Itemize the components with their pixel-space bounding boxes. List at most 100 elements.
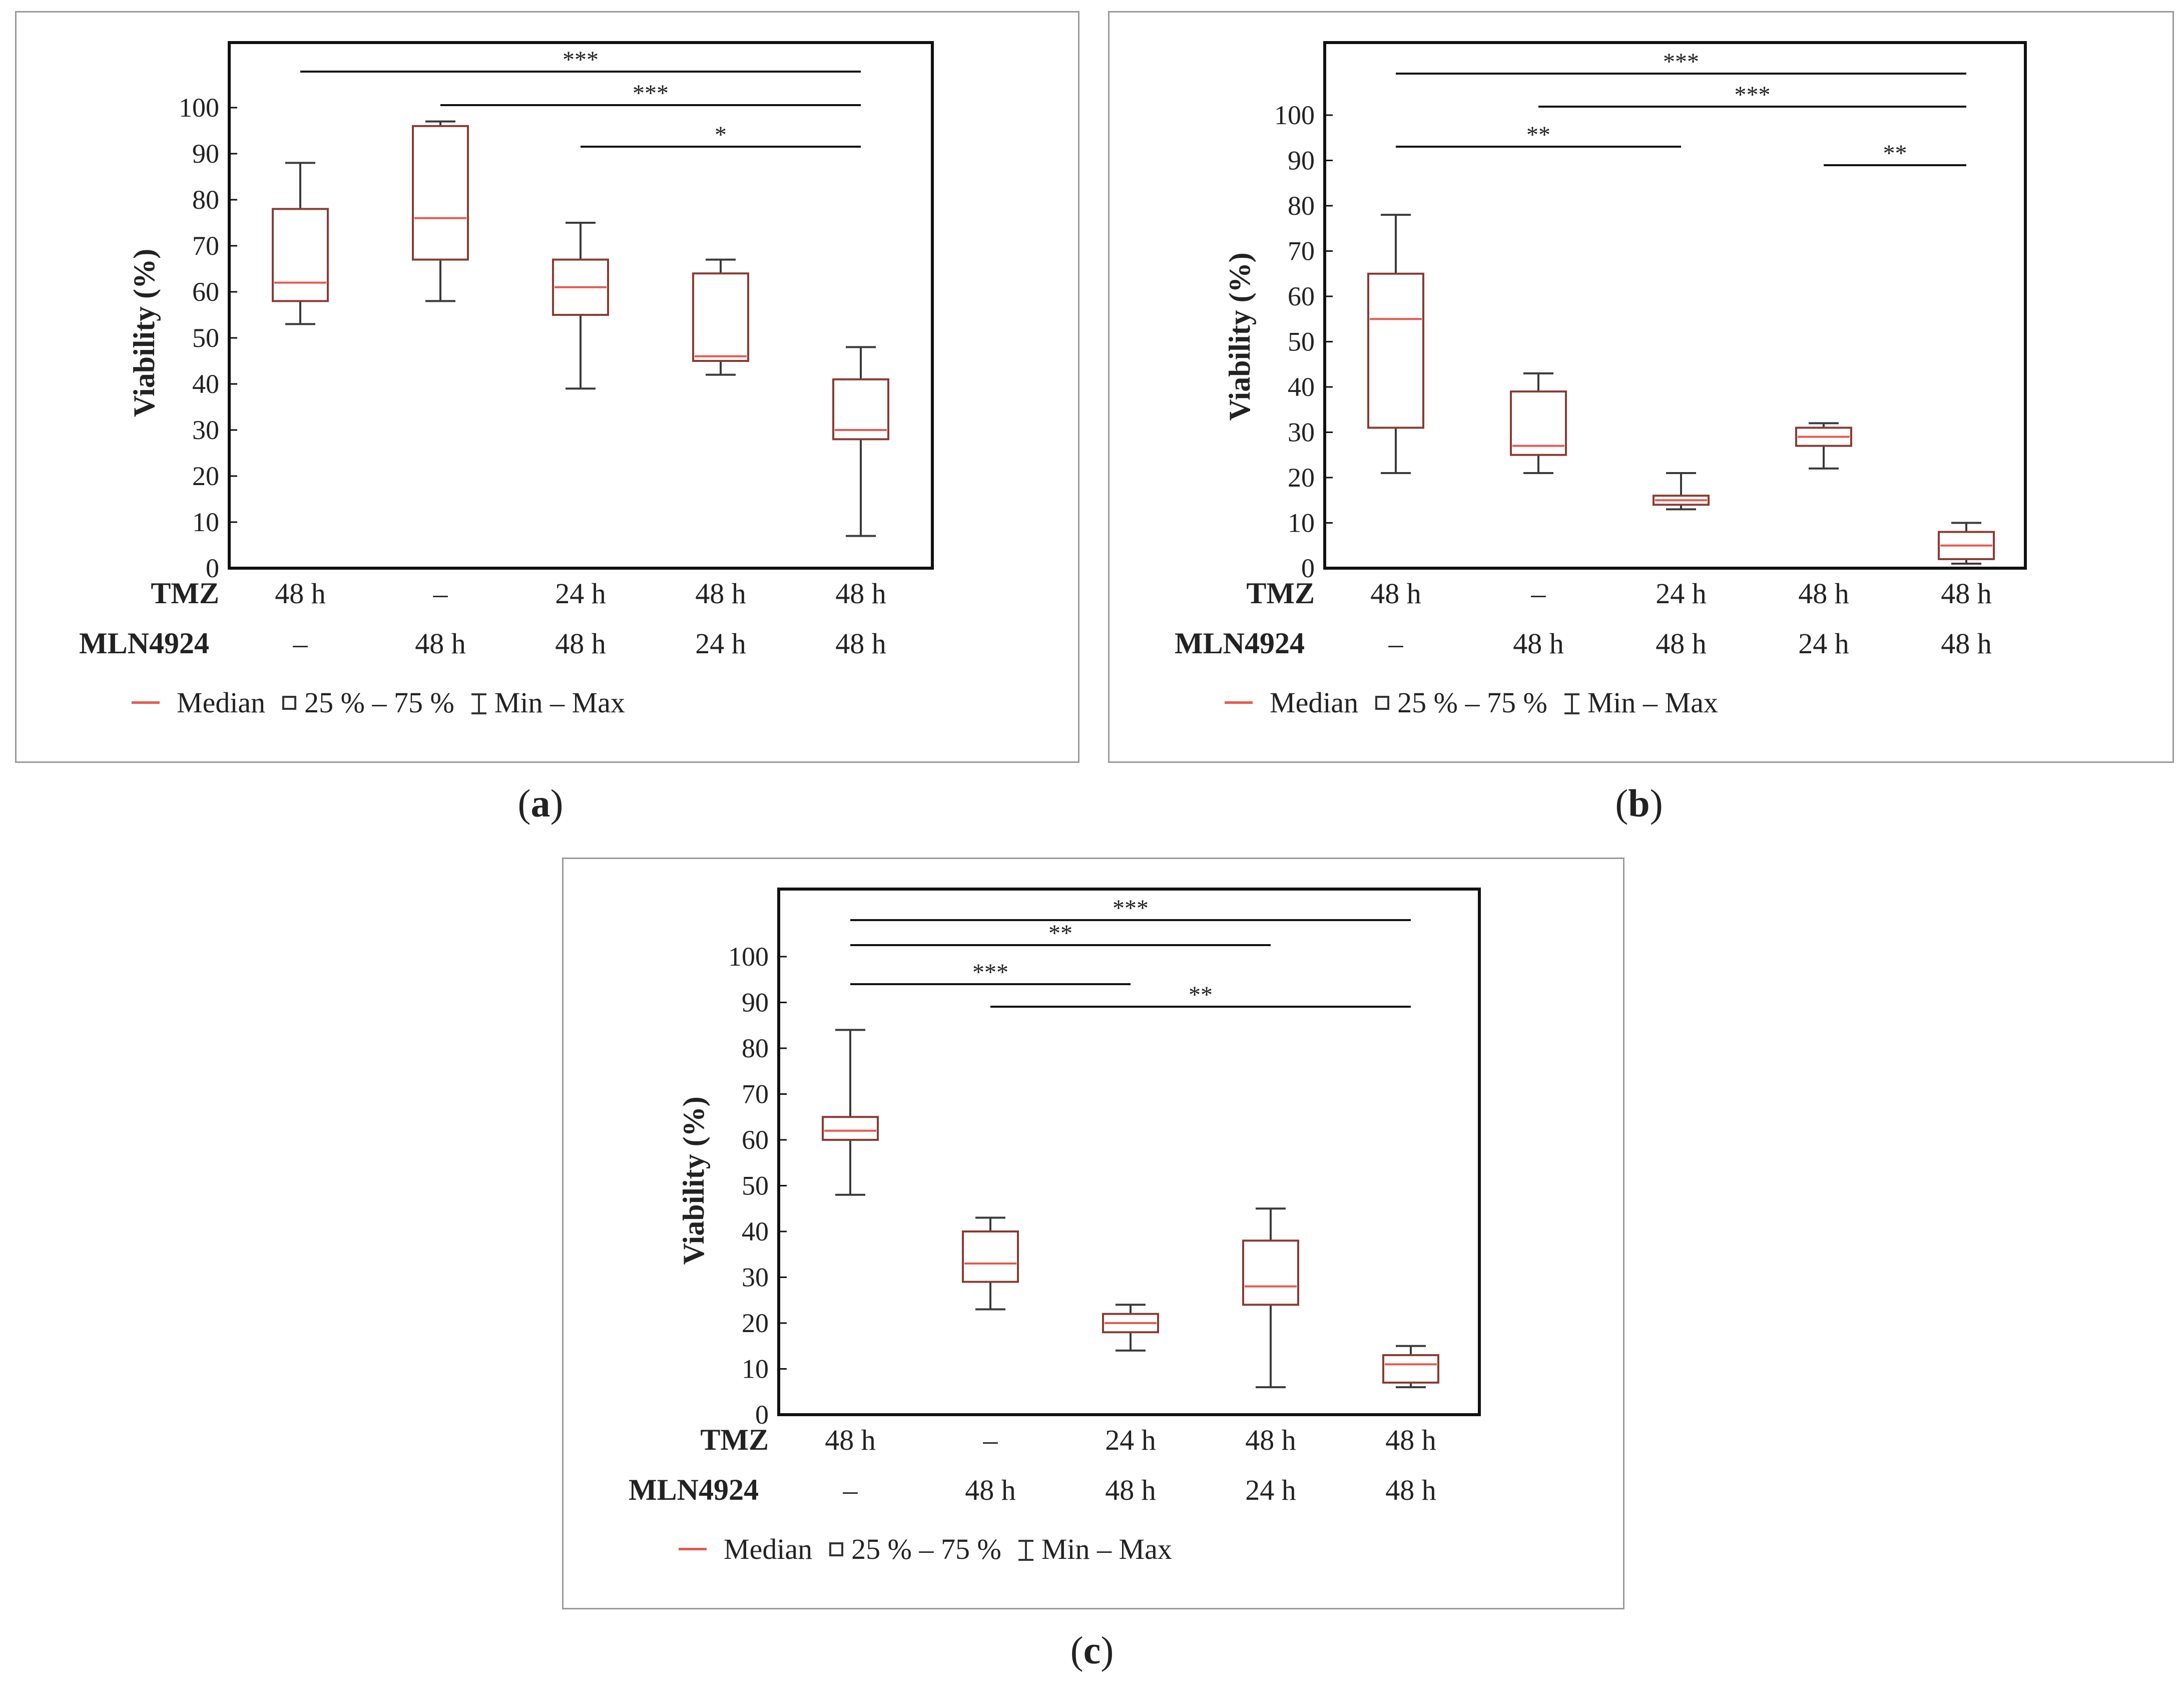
box-swatch — [1375, 695, 1390, 710]
mln-label: 48 h — [415, 627, 466, 660]
minmax-swatch — [471, 693, 486, 714]
caption-letter: a — [530, 781, 551, 825]
iqr-box — [1242, 1239, 1299, 1306]
legend-box-label: 25 % – 75 % — [851, 1533, 1001, 1565]
y-tick-label: 0 — [206, 553, 219, 583]
mln-label: 48 h — [1941, 627, 1992, 660]
y-tick-label: 30 — [192, 415, 219, 445]
iqr-box — [1367, 272, 1424, 429]
y-tick-label: 50 — [742, 1171, 769, 1201]
y-tick-label: 90 — [192, 139, 219, 169]
panel-c: 0 10 20 30 40 50 60 70 80 90 100 Viability (%) TMZ ML… — [562, 858, 1624, 1609]
legend-median-label: Median — [724, 1533, 813, 1565]
mln-label: 48 h — [1513, 627, 1564, 660]
tmz-label: – — [983, 1424, 998, 1456]
mln-label: – — [843, 1474, 858, 1506]
row-label-tmz: TMZ — [700, 1423, 769, 1456]
y-tick-label: 80 — [1288, 191, 1315, 221]
significance-label: ** — [1189, 982, 1213, 1008]
mln-label: 48 h — [1656, 627, 1707, 660]
caption-letter: b — [1628, 781, 1650, 825]
legend-minmax-label: Min – Max — [1587, 686, 1718, 719]
y-axis-label: Viability (%) — [677, 1096, 710, 1265]
mln-label: 48 h — [1385, 1474, 1436, 1506]
y-tick-label: 50 — [1288, 327, 1315, 357]
y-tick-label: 100 — [1274, 100, 1315, 130]
minmax-swatch — [1018, 1539, 1033, 1561]
y-tick-label: 10 — [742, 1354, 769, 1384]
significance-label: * — [715, 122, 727, 148]
median-swatch — [679, 1548, 707, 1550]
tmz-label: 48 h — [835, 577, 886, 610]
significance-label: *** — [563, 47, 599, 73]
row-label-mln: MLN4924 — [1175, 627, 1305, 660]
y-axis-label: Viability (%) — [128, 249, 161, 417]
legend-median-label: Median — [177, 686, 266, 719]
legend-c: Median 25 % – 75 % Min – Max — [679, 1532, 1174, 1566]
chart-c: 0 10 20 30 40 50 60 70 80 90 100 Viability (%) TMZ ML… — [629, 888, 1481, 1506]
tmz-label: 48 h — [825, 1424, 876, 1456]
mln-label: 24 h — [695, 627, 746, 660]
caption-a: (a) — [517, 781, 564, 825]
significance-label: *** — [633, 80, 669, 107]
y-tick-label: 80 — [742, 1033, 769, 1063]
mln-label: 48 h — [1105, 1474, 1156, 1506]
iqr-box — [962, 1230, 1019, 1283]
y-tick-label: 0 — [1301, 553, 1315, 583]
mln-label: 48 h — [835, 627, 886, 660]
y-tick-label: 70 — [1288, 236, 1315, 266]
box-swatch — [829, 1542, 844, 1556]
significance-label: *** — [1663, 49, 1699, 75]
iqr-box — [692, 272, 749, 362]
caption-c: (c) — [1070, 1628, 1114, 1672]
iqr-box — [1382, 1354, 1439, 1384]
row-label-tmz: TMZ — [1246, 577, 1315, 610]
y-tick-label: 90 — [742, 988, 769, 1018]
tmz-label: – — [1531, 577, 1546, 610]
significance-label: ** — [1048, 920, 1072, 947]
mln-label: – — [293, 627, 308, 660]
tmz-label: 48 h — [1370, 577, 1421, 610]
chart-a: 0 10 20 30 40 50 60 70 80 90 100 Viability (%) TMZ ML… — [79, 41, 934, 660]
row-label-mln: MLN4924 — [629, 1473, 759, 1506]
y-tick-label: 60 — [192, 277, 219, 307]
y-tick-label: 60 — [742, 1125, 769, 1155]
legend-minmax-label: Min – Max — [1041, 1533, 1172, 1565]
box-swatch — [282, 695, 297, 710]
iqr-box — [412, 125, 469, 261]
mln-label: – — [1388, 627, 1404, 660]
legend-b: Median 25 % – 75 % Min – Max — [1225, 686, 1720, 719]
legend-median-label: Median — [1270, 686, 1359, 719]
y-tick-label: 20 — [742, 1308, 769, 1338]
y-tick-label: 100 — [179, 93, 219, 123]
y-tick-label: 40 — [742, 1216, 769, 1246]
legend-box-label: 25 % – 75 % — [304, 686, 454, 719]
tmz-label: 48 h — [275, 577, 326, 610]
y-axis-label: Viability (%) — [1223, 252, 1256, 420]
plot-frame — [228, 41, 934, 570]
iqr-box — [1510, 390, 1567, 456]
significance-label: *** — [972, 959, 1008, 986]
tmz-label: 48 h — [1385, 1424, 1436, 1456]
row-label-tmz: TMZ — [151, 577, 219, 610]
y-tick-label: 20 — [1288, 463, 1315, 493]
tmz-label: 48 h — [1245, 1424, 1296, 1456]
median-swatch — [132, 701, 160, 704]
tmz-label: – — [433, 577, 448, 610]
legend-box-label: 25 % – 75 % — [1397, 686, 1547, 719]
y-tick-label: 60 — [1288, 281, 1315, 311]
y-tick-label: 40 — [1288, 372, 1315, 402]
y-tick-label: 10 — [1288, 508, 1315, 538]
y-tick-label: 80 — [192, 185, 219, 215]
caption-letter: c — [1083, 1628, 1101, 1672]
y-tick-label: 90 — [1288, 146, 1315, 176]
tmz-label: 24 h — [1105, 1424, 1156, 1456]
median-swatch — [1225, 701, 1253, 704]
y-tick-label: 40 — [192, 369, 219, 399]
significance-label: *** — [1113, 895, 1149, 922]
tmz-label: 24 h — [1656, 577, 1707, 610]
y-tick-label: 30 — [742, 1262, 769, 1293]
y-tick-label: 70 — [742, 1079, 769, 1109]
legend-a: Median 25 % – 75 % Min – Max — [132, 686, 627, 719]
significance-label: ** — [1883, 140, 1907, 167]
